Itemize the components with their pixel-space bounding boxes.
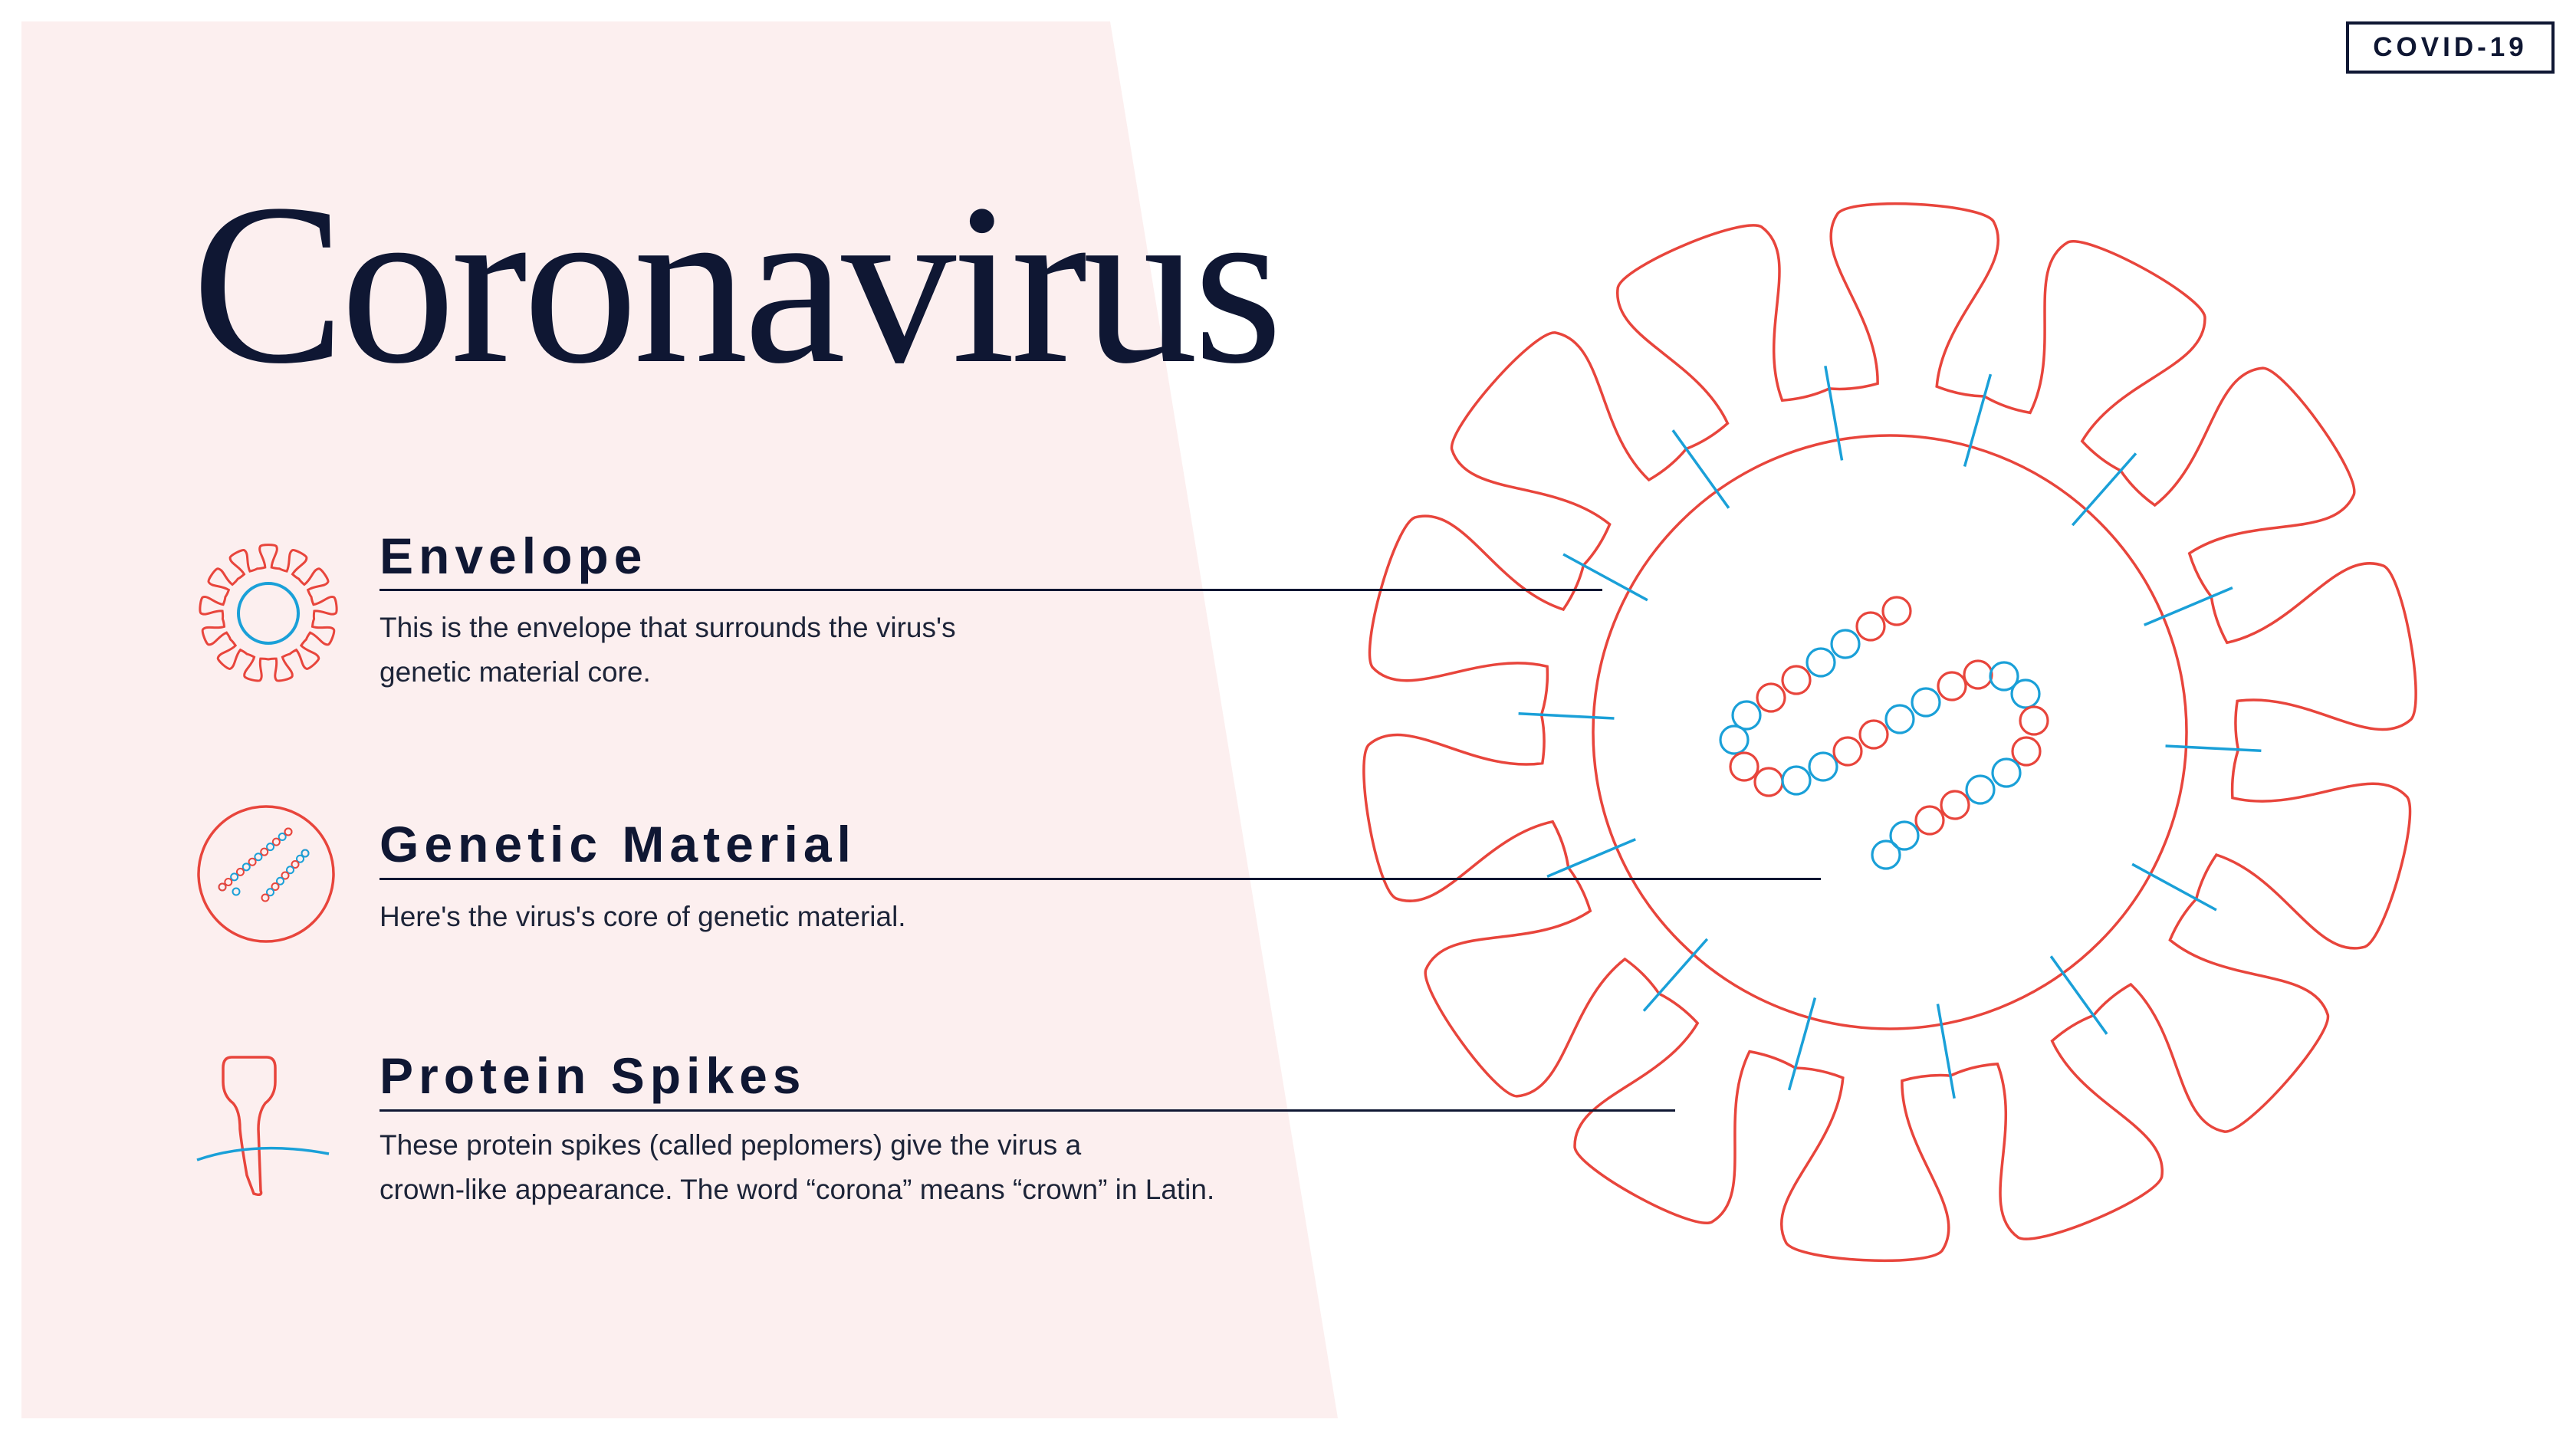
rna-bead [1731, 700, 1762, 731]
rna-bead [1855, 611, 1886, 642]
envelope-icon [199, 544, 338, 682]
rna-bead [1991, 757, 2022, 788]
envelope-tick [1824, 366, 1844, 461]
rna-bead [1756, 682, 1786, 713]
rna-bead-small [224, 877, 233, 886]
envelope-tick [1787, 997, 1817, 1091]
rna-bead-small [301, 849, 310, 858]
envelope-tick [1546, 838, 1636, 878]
section-heading-genetic-material: Genetic Material [380, 816, 856, 872]
rna-bead [2011, 736, 2042, 767]
rna-bead-small [261, 893, 270, 902]
rna-bead [1858, 719, 1889, 750]
rna-bead [1830, 629, 1861, 659]
rna-bead [1753, 767, 1784, 797]
rna-bead [1729, 751, 1760, 782]
rna-bead [1808, 751, 1838, 782]
rna-bead [1832, 736, 1863, 767]
rna-bead [1781, 665, 1812, 695]
rna-bead-small [276, 876, 284, 885]
leader-line-genetic-material [380, 878, 1821, 880]
rna-bead-small [218, 882, 227, 892]
virus-outline [1362, 202, 2417, 1263]
genetic-material-description-line-1: Here's the virus's core of genetic mater… [380, 901, 906, 932]
rna-bead-small [254, 853, 263, 862]
rna-bead-small [278, 833, 287, 842]
rna-bead-small [266, 843, 275, 852]
rna-bead [1911, 687, 1941, 718]
section-heading-protein-spikes: Protein Spikes [380, 1047, 807, 1104]
envelope-tick [1642, 938, 1709, 1012]
rna-bead-small [235, 867, 245, 876]
rna-bead [1881, 596, 1912, 626]
rna-bead [1914, 805, 1945, 836]
envelope-tick [1562, 553, 1648, 602]
rna-bead-small [281, 871, 290, 880]
rna-bead-small [271, 837, 281, 846]
section-heading-envelope: Envelope [380, 527, 648, 584]
virus-envelope-membrane [1592, 434, 2188, 1030]
rna-bead [1963, 659, 1993, 690]
rna-bead-small [248, 857, 257, 866]
rna-bead-small [232, 887, 241, 896]
rna-bead [1889, 820, 1920, 851]
section-description-envelope: This is the envelope that surrounds the … [380, 606, 1453, 695]
protein-spikes-description-line-1: These protein spikes (called peplomers) … [380, 1129, 1082, 1161]
rna-bead [1781, 765, 1812, 796]
rna-bead-small [284, 827, 293, 836]
envelope-tick [2131, 862, 2217, 912]
rna-bead [2010, 678, 2041, 709]
rna-bead [1989, 661, 2019, 692]
rna-bead-small [271, 882, 280, 891]
rna-bead-small [260, 847, 269, 856]
rna-bead-small [242, 862, 251, 872]
page-title: Coronavirus [192, 156, 1283, 411]
rna-bead [1719, 724, 1750, 755]
envelope-tick [2165, 744, 2262, 752]
rna-bead [1871, 839, 1901, 870]
envelope-ticks [1518, 366, 2262, 1099]
envelope-tick [2144, 586, 2233, 626]
protein-spikes-description-line-2: crown-like appearance. The word “corona”… [380, 1174, 1215, 1205]
envelope-tick [1518, 712, 1615, 720]
leader-line-protein-spikes [380, 1109, 1675, 1112]
envelope-tick [2071, 452, 2137, 527]
rna-bead [2019, 705, 2049, 736]
rna-bead-small [286, 866, 294, 875]
envelope-tick [1671, 429, 1730, 509]
envelope-tick [1936, 1004, 1956, 1099]
rna-bead-small [296, 854, 304, 863]
protein-spike-icon [196, 1056, 330, 1196]
rna-bead [1806, 647, 1836, 678]
envelope-description-line-2: genetic material core. [380, 656, 651, 688]
leader-line-envelope [380, 589, 1602, 591]
genetic-material-icon [197, 805, 335, 943]
section-description-genetic-material: Here's the virus's core of genetic mater… [380, 895, 1453, 939]
rna-bead-small [291, 860, 300, 869]
envelope-description-line-1: This is the envelope that surrounds the … [380, 612, 956, 643]
rna-bead [1965, 774, 1996, 805]
rna-bead [1884, 704, 1915, 734]
covid-badge: COVID-19 [2346, 21, 2555, 74]
rna-bead-small [266, 888, 274, 897]
envelope-tick [1963, 373, 1993, 467]
envelope-tick [2049, 955, 2108, 1035]
rna-bead [1937, 671, 1967, 701]
section-description-protein-spikes: These protein spikes (called peplomers) … [380, 1123, 1453, 1212]
rna-bead [1940, 790, 1970, 820]
virus-genetic-material [1719, 596, 2049, 870]
rna-bead-small [230, 872, 239, 882]
